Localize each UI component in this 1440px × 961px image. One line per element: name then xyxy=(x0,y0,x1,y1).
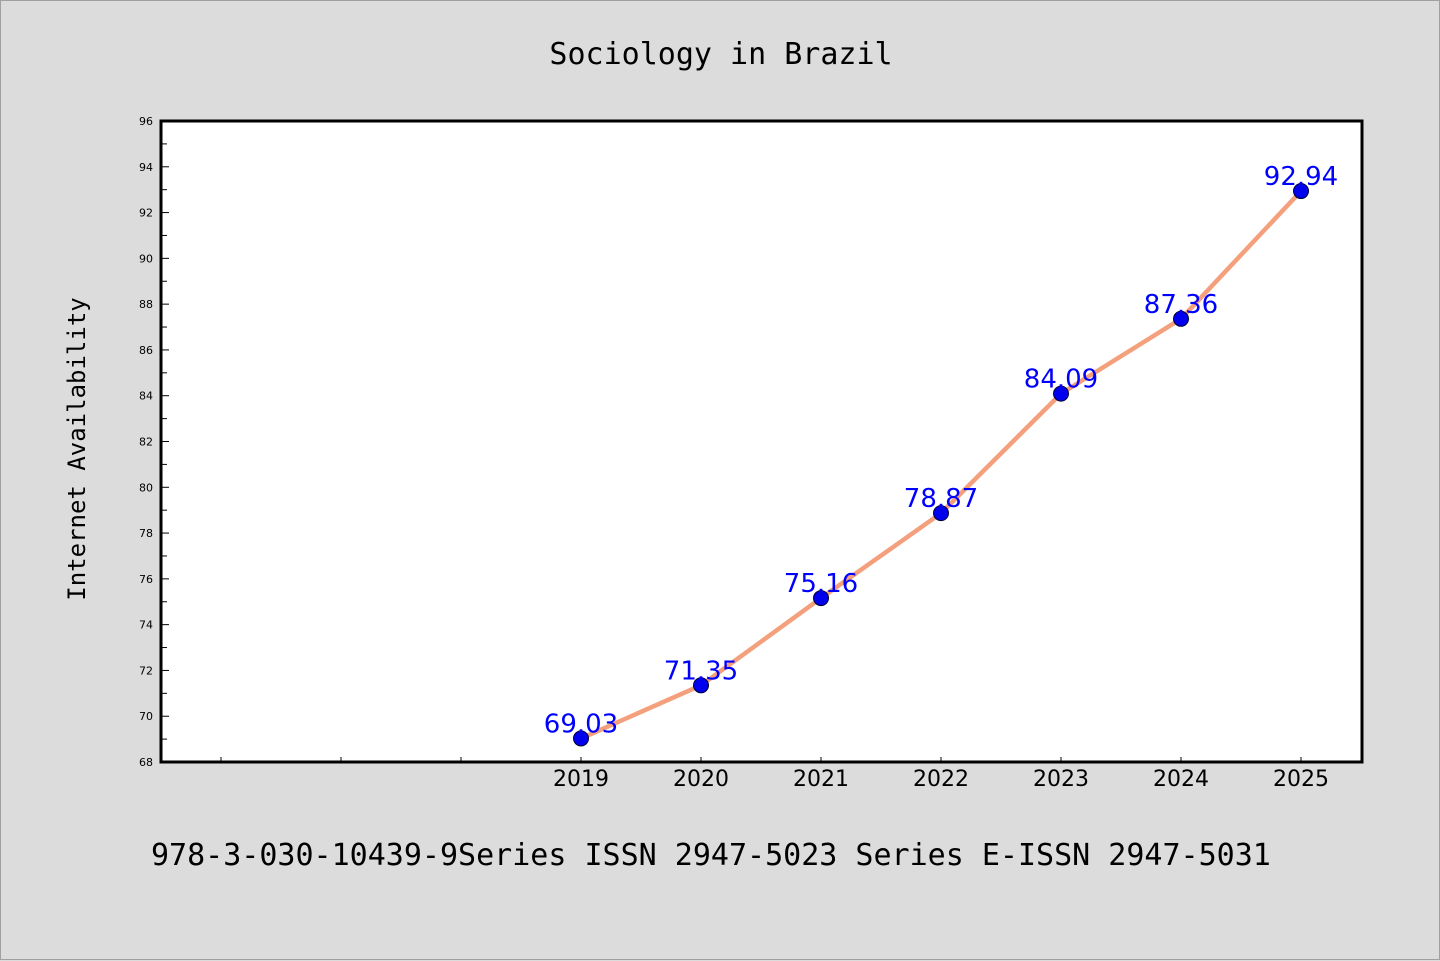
y-tick-label: 78 xyxy=(139,527,153,540)
y-tick-label: 68 xyxy=(139,756,153,769)
y-tick-label: 72 xyxy=(139,664,153,677)
y-tick-label: 70 xyxy=(139,710,153,723)
data-label: 69.03 xyxy=(544,709,618,739)
x-tick-label: 2023 xyxy=(1033,767,1089,792)
x-tick-label: 2025 xyxy=(1273,767,1329,792)
y-tick-label: 80 xyxy=(139,481,153,494)
data-point xyxy=(693,677,709,694)
x-tick-label: 2019 xyxy=(553,767,609,792)
y-tick-label: 92 xyxy=(139,207,153,220)
y-tick-label: 96 xyxy=(139,115,153,128)
data-label: 87.36 xyxy=(1144,290,1218,320)
data-point xyxy=(1053,385,1069,402)
y-tick-label: 84 xyxy=(139,390,153,403)
x-tick-label: 2020 xyxy=(673,767,729,792)
data-label: 78.87 xyxy=(904,484,978,514)
y-tick-label: 74 xyxy=(139,619,153,632)
data-label: 71.35 xyxy=(664,656,738,686)
x-axis-ticks: 2019 2020 2021 2022 2023 2024 2025 xyxy=(220,757,1329,792)
y-axis-label: Internet Availability xyxy=(63,297,91,600)
data-point xyxy=(813,590,829,607)
data-point xyxy=(933,505,949,522)
data-point xyxy=(573,730,589,747)
x-tick-label: 2024 xyxy=(1153,767,1209,792)
y-tick-label: 86 xyxy=(139,344,153,357)
data-markers xyxy=(573,183,1309,747)
data-labels: 69.03 71.35 75.16 78.87 84.09 87.36 92.94 xyxy=(544,162,1338,739)
data-label: 75.16 xyxy=(784,569,858,599)
x-tick-label: 2021 xyxy=(793,767,849,792)
y-tick-label: 94 xyxy=(139,161,153,174)
y-tick-label: 88 xyxy=(139,298,153,311)
y-tick-label: 90 xyxy=(139,252,153,265)
y-axis-ticks: 68 70 72 74 76 78 80 82 84 86 88 90 92 94 96 xyxy=(139,115,169,769)
data-label: 84.09 xyxy=(1024,365,1098,395)
data-point xyxy=(1173,310,1189,327)
plot-area xyxy=(159,119,1364,764)
isbn-issn-footer: 978-3-030-10439-9Series ISSN 2947-5023 S… xyxy=(151,838,1271,873)
data-point xyxy=(1293,183,1309,200)
y-tick-label: 82 xyxy=(139,436,153,449)
y-tick-label: 76 xyxy=(139,573,153,586)
x-tick-label: 2022 xyxy=(913,767,969,792)
chart-title: Sociology in Brazil xyxy=(549,37,892,72)
data-label: 92.94 xyxy=(1264,162,1338,192)
